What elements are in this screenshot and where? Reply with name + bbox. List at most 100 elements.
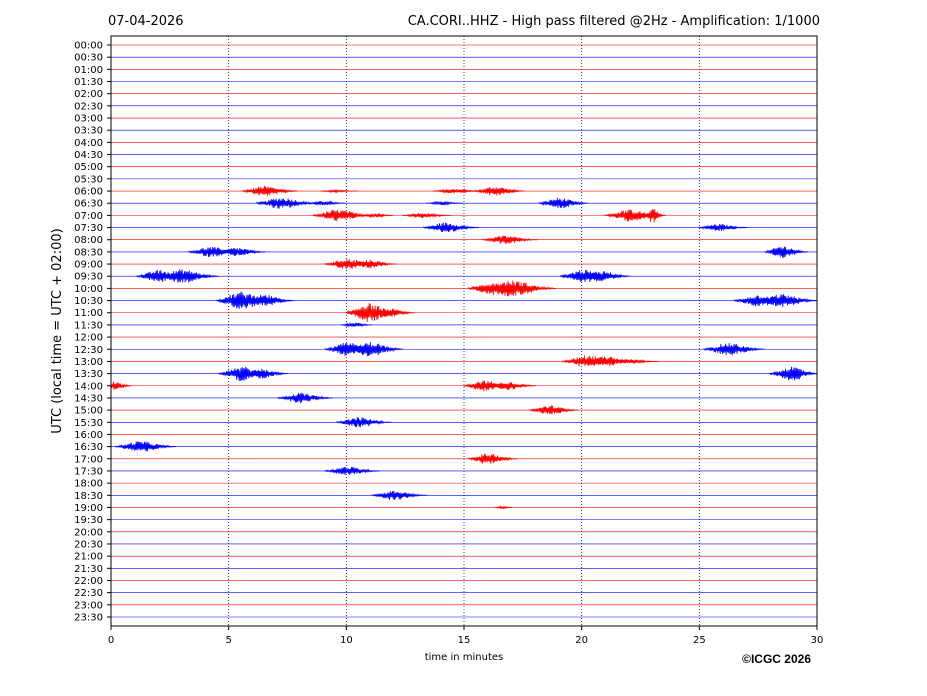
seismic-burst bbox=[581, 271, 631, 282]
seismic-burst bbox=[216, 291, 278, 310]
seismic-burst bbox=[115, 441, 177, 452]
seismic-burst bbox=[157, 269, 219, 283]
y-tick-label: 23:30 bbox=[74, 612, 103, 623]
y-tick-label: 07:30 bbox=[74, 223, 103, 234]
y-tick-label: 02:00 bbox=[74, 89, 103, 100]
y-tick-label: 21:30 bbox=[74, 564, 103, 575]
x-axis-label: time in minutes bbox=[425, 652, 504, 663]
seismic-burst bbox=[482, 235, 538, 245]
y-tick-label: 00:30 bbox=[74, 53, 103, 64]
chart-title: CA.CORI..HHZ - High pass filtered @2Hz -… bbox=[408, 14, 820, 29]
y-tick-label: 04:30 bbox=[74, 150, 103, 161]
seismic-burst bbox=[371, 308, 415, 317]
seismic-burst bbox=[529, 405, 579, 415]
y-tick-label: 08:30 bbox=[74, 247, 103, 258]
seismic-burst bbox=[341, 322, 372, 328]
y-tick-label: 18:00 bbox=[74, 479, 103, 490]
seismic-burst bbox=[764, 246, 809, 258]
seismic-burst bbox=[320, 188, 358, 194]
x-tick-label: 0 bbox=[108, 635, 114, 646]
y-tick-label: 06:00 bbox=[74, 187, 103, 198]
y-tick-label: 22:00 bbox=[74, 576, 103, 587]
y-tick-label: 06:30 bbox=[74, 199, 103, 210]
x-axis-ticks: 0 5 10 15 20 25 30 bbox=[108, 626, 824, 646]
seismic-burst bbox=[256, 198, 318, 209]
seismic-burst bbox=[353, 259, 397, 269]
y-tick-label: 04:00 bbox=[74, 138, 103, 149]
seismic-burst bbox=[494, 505, 513, 510]
y-axis-label: UTC (local time = UTC + 02:00) bbox=[50, 228, 65, 433]
x-tick-label: 25 bbox=[693, 635, 706, 646]
seismic-burst bbox=[769, 366, 817, 381]
y-tick-label: 01:00 bbox=[74, 65, 103, 76]
seismic-burst bbox=[644, 209, 664, 223]
y-tick-label: 10:30 bbox=[74, 296, 103, 307]
y-tick-label: 13:30 bbox=[74, 369, 103, 380]
copyright-label: ©ICGC 2026 bbox=[742, 652, 811, 666]
y-tick-label: 05:30 bbox=[74, 174, 103, 185]
y-tick-label: 11:30 bbox=[74, 320, 103, 331]
y-tick-label: 21:00 bbox=[74, 552, 103, 563]
seismic-burst bbox=[698, 223, 749, 232]
seismic-burst bbox=[324, 466, 380, 476]
y-tick-label: 10:00 bbox=[74, 284, 103, 295]
seismic-burst bbox=[362, 212, 393, 219]
seismic-burst bbox=[244, 294, 294, 306]
seismic-burst bbox=[487, 382, 537, 390]
x-tick-label: 5 bbox=[225, 635, 231, 646]
seismic-burst bbox=[277, 392, 333, 404]
seismic-burst bbox=[475, 187, 525, 196]
seismic-burst bbox=[425, 200, 463, 207]
seismic-traces bbox=[110, 185, 818, 510]
y-tick-label: 20:30 bbox=[74, 539, 103, 550]
x-tick-label: 20 bbox=[575, 635, 588, 646]
y-tick-label: 11:00 bbox=[74, 308, 103, 319]
y-tick-label: 17:00 bbox=[74, 454, 103, 465]
y-tick-label: 23:00 bbox=[74, 600, 103, 611]
y-tick-label: 15:00 bbox=[74, 406, 103, 417]
y-tick-label: 03:00 bbox=[74, 114, 103, 125]
y-tick-label: 22:30 bbox=[74, 588, 103, 599]
seismic-burst bbox=[110, 381, 133, 390]
seismic-burst bbox=[348, 342, 404, 357]
y-tick-label: 17:30 bbox=[74, 466, 103, 477]
x-tick-label: 10 bbox=[340, 635, 353, 646]
seismic-burst bbox=[423, 222, 479, 233]
seismic-burst bbox=[242, 185, 298, 196]
seismic-burst bbox=[336, 417, 392, 428]
y-tick-label: 14:30 bbox=[74, 393, 103, 404]
y-tick-label: 13:00 bbox=[74, 357, 103, 368]
vertical-gridlines bbox=[228, 36, 700, 626]
y-tick-label: 02:30 bbox=[74, 101, 103, 112]
y-tick-label: 12:00 bbox=[74, 333, 103, 344]
seismic-burst bbox=[308, 200, 346, 206]
seismic-burst bbox=[216, 247, 266, 257]
y-tick-label: 08:00 bbox=[74, 235, 103, 246]
y-tick-label: 18:30 bbox=[74, 491, 103, 502]
y-tick-label: 03:30 bbox=[74, 126, 103, 137]
x-tick-label: 30 bbox=[811, 635, 824, 646]
y-tick-label: 16:30 bbox=[74, 442, 103, 453]
y-tick-label: 00:00 bbox=[74, 41, 103, 52]
y-tick-label: 16:00 bbox=[74, 430, 103, 441]
y-tick-label: 07:00 bbox=[74, 211, 103, 222]
y-tick-label: 09:30 bbox=[74, 272, 103, 283]
seismic-burst bbox=[609, 358, 659, 365]
y-tick-label: 19:30 bbox=[74, 515, 103, 526]
seismic-burst bbox=[482, 280, 557, 297]
seismic-burst bbox=[538, 197, 589, 209]
y-tick-label: 14:00 bbox=[74, 381, 103, 392]
x-tick-label: 15 bbox=[458, 635, 471, 646]
y-tick-label: 05:00 bbox=[74, 162, 103, 173]
y-tick-label: 20:00 bbox=[74, 527, 103, 538]
seismic-burst bbox=[371, 490, 427, 501]
seismic-burst bbox=[468, 453, 518, 464]
y-tick-label: 01:30 bbox=[74, 77, 103, 88]
date-label: 07-04-2026 bbox=[108, 14, 184, 29]
seismic-burst bbox=[433, 188, 483, 195]
y-tick-label: 09:00 bbox=[74, 260, 103, 271]
seismic-burst bbox=[757, 294, 818, 308]
